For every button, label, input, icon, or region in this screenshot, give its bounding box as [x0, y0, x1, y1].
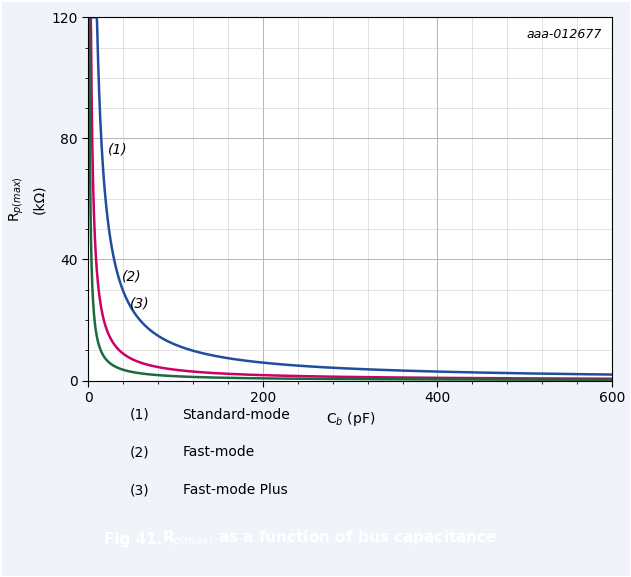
Text: (3): (3) [130, 297, 150, 311]
Y-axis label: R$_{p(max)}$
(kΩ): R$_{p(max)}$ (kΩ) [8, 176, 46, 222]
Text: (2): (2) [130, 445, 150, 459]
Text: Fig 41.: Fig 41. [104, 531, 162, 546]
Text: R$_{p(max)}$ as a function of bus capacitance: R$_{p(max)}$ as a function of bus capaci… [162, 529, 497, 549]
Text: (2): (2) [122, 269, 141, 284]
Text: aaa-012677: aaa-012677 [526, 28, 601, 41]
Text: (3): (3) [130, 484, 150, 497]
Text: (1): (1) [107, 143, 127, 156]
Text: Fast-mode: Fast-mode [182, 445, 255, 459]
X-axis label: C$_b$ (pF): C$_b$ (pF) [326, 410, 375, 429]
Text: Fast-mode Plus: Fast-mode Plus [182, 484, 287, 497]
Text: Standard-mode: Standard-mode [182, 407, 290, 422]
Text: (1): (1) [130, 407, 150, 422]
